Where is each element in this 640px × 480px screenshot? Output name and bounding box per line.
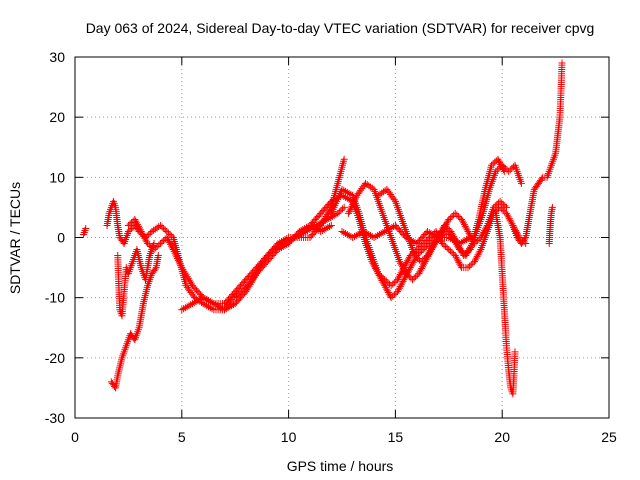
y-tick-label: 0 [57, 230, 65, 246]
x-tick-label: 10 [281, 429, 297, 445]
y-tick-label: 10 [49, 169, 65, 185]
data-series-t4 [107, 252, 162, 392]
x-tick-label: 0 [71, 429, 79, 445]
x-tick-labels: 0 5 10 15 20 25 [71, 429, 617, 445]
x-tick-label: 25 [601, 429, 617, 445]
data-series-t13 [509, 59, 566, 248]
data-series-t11 [338, 221, 474, 248]
y-tick-label: 30 [49, 49, 65, 65]
plus-markers [545, 203, 556, 248]
y-tick-label: -10 [45, 290, 65, 306]
data-series-t3 [114, 240, 158, 320]
x-tick-label: 5 [178, 429, 186, 445]
y-tick-label: -30 [45, 410, 65, 426]
axis-ticks [74, 56, 610, 419]
plus-markers [107, 252, 162, 392]
chart-title: Day 063 of 2024, Sidereal Day-to-day VTE… [86, 20, 595, 36]
y-tick-label: -20 [45, 350, 65, 366]
data-series-t1 [80, 224, 90, 238]
plus-markers [80, 224, 90, 238]
plus-markers [178, 221, 335, 314]
y-axis-label: SDTVAR / TECUs [7, 182, 23, 294]
data-series-t6 [178, 221, 335, 314]
plus-markers [509, 59, 566, 248]
x-axis-label: GPS time / hours [287, 458, 394, 474]
y-tick-labels: -30 -20 -10 0 10 20 30 [45, 49, 65, 426]
x-tick-label: 15 [388, 429, 404, 445]
x-tick-label: 20 [494, 429, 510, 445]
data-series-t14 [545, 203, 556, 248]
plus-markers [338, 221, 474, 248]
data-series-t12 [492, 209, 519, 398]
y-tick-label: 20 [49, 109, 65, 125]
series-layer [80, 59, 566, 398]
plus-markers [492, 209, 519, 398]
plus-markers [114, 240, 158, 320]
